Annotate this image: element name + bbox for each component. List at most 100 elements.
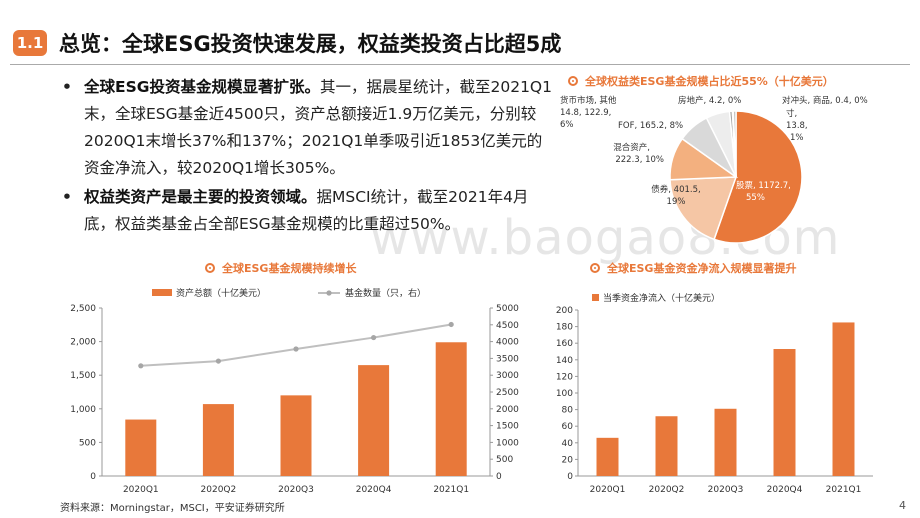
y2-tick-label: 1000 xyxy=(496,438,519,448)
bullet-item: • 全球ESG投资基金规模显著扩张。其一，据晨星统计，截至2021Q1末，全球E… xyxy=(62,74,556,182)
y-tick-label: 140 xyxy=(556,356,573,366)
flow-title-text: 全球ESG基金资金净流入规模显著提升 xyxy=(607,262,797,275)
y2-tick-label: 3000 xyxy=(496,371,519,381)
y-tick-label: 200 xyxy=(556,306,573,316)
flow-chart-title: 全球ESG基金资金净流入规模显著提升 xyxy=(590,260,796,276)
target-icon xyxy=(568,76,578,86)
page-number: 4 xyxy=(899,499,906,512)
pie-data-label: 对冲头, 商品, 0.4, 0% xyxy=(782,95,868,106)
line-point-2020Q2 xyxy=(215,358,221,364)
x-tick-label: 2020Q1 xyxy=(590,485,626,495)
bar-2020Q1 xyxy=(125,419,157,476)
pie-data-label: 债券, 401.5, xyxy=(651,184,700,195)
x-tick-label: 2020Q3 xyxy=(278,485,314,495)
section-number-badge: 1.1 xyxy=(13,30,47,56)
y-tick-label: 0 xyxy=(567,472,573,482)
pie-data-label: 混合资产, xyxy=(613,142,650,153)
legend-label-line: 基金数量（只，右） xyxy=(345,287,426,299)
y-tick-label: 1,000 xyxy=(70,405,96,415)
y-tick-label: 100 xyxy=(556,389,573,399)
y2-tick-label: 500 xyxy=(496,455,513,465)
growth-chart: 0 500 1,000 1,500 2,000 2,500 0 500 1000 1500 2000… xyxy=(70,287,519,495)
pie-data-label: 19% xyxy=(667,197,686,207)
flow-chart: 0 20 40 60 80 100 120 140 160 180 200 2020Q1 2020Q2 2… xyxy=(556,292,873,495)
line-series-fund-count xyxy=(140,323,452,367)
x-tick-label: 2021Q1 xyxy=(433,485,469,495)
y-tick-label: 60 xyxy=(562,422,574,432)
pie-data-label: 寸, xyxy=(786,108,797,119)
legend-swatch xyxy=(592,294,599,301)
bar-2021Q1 xyxy=(832,322,855,476)
bar-2020Q2 xyxy=(202,404,234,476)
legend-label-bar: 资产总额（十亿美元） xyxy=(176,287,266,299)
y-tick-label: 180 xyxy=(556,323,573,333)
x-tick-label: 2021Q1 xyxy=(826,485,862,495)
x-tick-label: 2020Q1 xyxy=(123,485,159,495)
bullet-item: • 权益类资产是最主要的投资领域。据MSCI统计，截至2021年4月底，权益类基… xyxy=(62,184,556,238)
y2-tick-label: 2000 xyxy=(496,405,519,415)
bullet-heading: 全球ESG投资基金规模显著扩张。 xyxy=(84,78,320,96)
y2-tick-label: 4500 xyxy=(496,321,519,331)
y-tick-label: 2,000 xyxy=(70,338,96,348)
pie-chart-title: 全球权益类ESG基金规模占比近55%（十亿美元） xyxy=(568,73,834,89)
source-note: 资料来源：Morningstar，MSCI，平安证券研究所 xyxy=(60,503,285,514)
pie-data-label: 14.8, 122.9, xyxy=(560,108,611,118)
y2-tick-label: 0 xyxy=(496,472,502,482)
pie-slice-对冲头寸 xyxy=(732,110,737,178)
target-icon xyxy=(205,263,215,273)
pie-data-label: 房地产, 4.2, 0% xyxy=(678,95,741,106)
bullet-dot-icon: • xyxy=(62,78,72,96)
title-divider xyxy=(10,64,910,65)
pie-data-label: 货币市场, 其他 xyxy=(560,95,617,106)
bullet-text: 其一，据晨星统计，截至2021Q1末，全球ESG基金近4500只，资产总额接近1… xyxy=(84,78,552,177)
x-tick-label: 2020Q3 xyxy=(708,485,744,495)
bar-2020Q1 xyxy=(596,437,619,476)
x-tick-label: 2020Q2 xyxy=(649,485,685,495)
growth-chart-title: 全球ESG基金规模持续增长 xyxy=(205,260,356,276)
bar-2020Q2 xyxy=(655,416,678,476)
bar-2020Q4 xyxy=(358,365,390,476)
y2-tick-label: 1500 xyxy=(496,422,519,432)
y2-tick-label: 2500 xyxy=(496,388,519,398)
bullet-list: • 全球ESG投资基金规模显著扩张。其一，据晨星统计，截至2021Q1末，全球E… xyxy=(62,74,556,240)
y-tick-label: 2,500 xyxy=(70,304,96,314)
pie-data-label: FOF, 165.2, 8% xyxy=(618,121,683,131)
bullet-heading: 权益类资产是最主要的投资领域。 xyxy=(84,188,317,206)
legend-swatch-bar xyxy=(152,289,172,296)
pie-data-label: 6% xyxy=(560,120,574,130)
bar-2020Q3 xyxy=(714,408,737,476)
y-tick-label: 80 xyxy=(562,406,574,416)
y-tick-label: 1,500 xyxy=(70,371,96,381)
line-point-2020Q3 xyxy=(293,346,299,352)
x-tick-label: 2020Q4 xyxy=(356,485,392,495)
pie-chart: 股票, 1172.7, 55% 债券, 401.5, 19% 混合资产, 222.3, 1… xyxy=(560,95,868,244)
target-icon xyxy=(590,263,600,273)
line-point-2020Q4 xyxy=(371,334,377,341)
y2-tick-label: 5000 xyxy=(496,304,519,314)
pie-data-label: 55% xyxy=(746,193,765,203)
bullet-text: 据MSCI统计，截至2021年4月底，权益类基金占全部ESG基金规模的比重超过5… xyxy=(84,188,529,233)
growth-title-text: 全球ESG基金规模持续增长 xyxy=(222,262,357,275)
bar-2020Q3 xyxy=(280,395,312,476)
y-tick-label: 40 xyxy=(562,439,574,449)
pie-data-label: 股票, 1172.7, xyxy=(736,181,791,191)
pie-data-label: 222.3, 10% xyxy=(615,155,664,165)
y-tick-label: 120 xyxy=(556,372,573,382)
pie-title-text: 全球权益类ESG基金规模占比近55%（十亿美元） xyxy=(585,75,834,88)
y2-tick-label: 4000 xyxy=(496,338,519,348)
line-point-2021Q1 xyxy=(448,321,454,328)
pie-data-label: 1% xyxy=(790,133,804,143)
line-point-2020Q1 xyxy=(138,363,144,369)
legend-marker-line xyxy=(326,290,332,296)
x-tick-label: 2020Q2 xyxy=(201,485,237,495)
bar-2021Q1 xyxy=(435,342,467,476)
y-tick-label: 20 xyxy=(562,455,574,465)
y-tick-label: 0 xyxy=(90,472,96,482)
legend-label: 当季资金净流入（十亿美元） xyxy=(603,292,720,304)
y-tick-label: 500 xyxy=(79,438,96,448)
y2-tick-label: 3500 xyxy=(496,354,519,364)
pie-data-label: 13.8, xyxy=(786,121,808,131)
y-tick-label: 160 xyxy=(556,339,573,349)
bullet-dot-icon: • xyxy=(62,188,72,206)
bar-2020Q4 xyxy=(773,349,796,476)
